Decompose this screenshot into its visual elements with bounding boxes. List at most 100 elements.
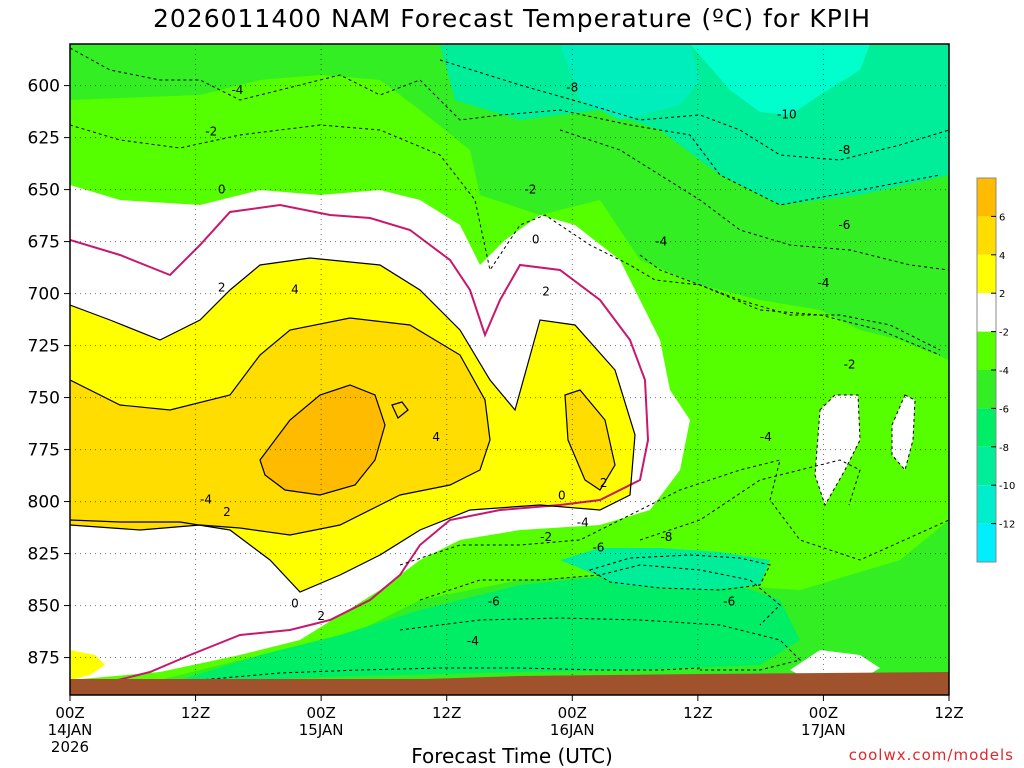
contour-label-4: -8: [838, 143, 850, 157]
contour-label-18: 0: [558, 488, 566, 502]
contour-label-29: -4: [467, 634, 479, 648]
contour-label-6: -2: [524, 183, 536, 197]
contour-label-8: 0: [532, 233, 540, 247]
contour-minus6-upper: [559, 129, 949, 271]
x-tick-label-3: 12Z: [432, 704, 461, 722]
colorbar-label-2: 2: [999, 289, 1005, 300]
contour-white-right-a: [814, 394, 861, 507]
colorbar-label-0: 6: [999, 212, 1005, 223]
colorbar-label-6: -8: [999, 443, 1009, 454]
contour-label-28: 2: [317, 609, 325, 623]
contour-label-27: -6: [723, 594, 735, 608]
colorbar-label-3: -2: [999, 328, 1009, 339]
contour-plus6-small: [391, 401, 409, 419]
y-tick-label-2: 650: [28, 181, 60, 201]
contour-white-right-b: [891, 394, 916, 472]
contour-label-23: -8: [660, 530, 672, 544]
x-tick-label-2: 00Z: [306, 704, 335, 722]
y-tick-label-10: 850: [28, 597, 60, 617]
x-axis-title: Forecast Time (UTC): [411, 744, 613, 768]
contour-minus4-mid: [639, 254, 941, 351]
colorbar-swatch-9: [977, 523, 996, 562]
colorbar-swatch-7: [977, 446, 996, 486]
x-tick-label-5: 12Z: [683, 704, 712, 722]
x-tick-label-4: 00Z: [558, 704, 587, 722]
y-tick-label-3: 675: [28, 233, 60, 253]
colorbar-swatch-1: [977, 216, 996, 255]
y-tick-label-0: 600: [28, 77, 60, 97]
y-tick-label-6: 750: [28, 389, 60, 409]
contour-label-2: -10: [777, 108, 797, 122]
colorbar-label-8: -12: [999, 520, 1015, 531]
colorbar-swatch-8: [977, 485, 996, 524]
contour-plus4: [70, 317, 491, 536]
contour-label-9: -4: [655, 235, 667, 249]
contour-label-15: 4: [432, 430, 440, 444]
contour-minus2-lower: [639, 459, 861, 541]
contour-zero-line: [70, 203, 650, 683]
x-tick-date-2: 15JAN: [299, 721, 344, 739]
contour-label-25: 0: [291, 596, 299, 610]
x-tick-date-0: 14JAN: [48, 721, 93, 739]
x-tick-year-0: 2026: [51, 738, 89, 756]
y-tick-label-11: 875: [28, 649, 60, 669]
contour-label-3: -2: [205, 124, 217, 138]
colorbar-swatch-2: [977, 254, 996, 294]
x-tick-label-7: 12Z: [934, 704, 963, 722]
contour-minus2: [70, 124, 941, 356]
contour-labels: -4 -8 -10 -2 -8 0 -2 -6 0 -4 2 4 2 -4 -2 4 -4 2 0 -4 2 -4 -2 -8…: [200, 81, 856, 648]
chart-title: 2026011400 NAM Forecast Temperature (ºC)…: [152, 4, 872, 33]
region-plus2-lowleft: [70, 650, 105, 680]
grid: [70, 44, 949, 695]
contour-plus2: [70, 257, 636, 593]
contour-minus4-lower-a: [399, 459, 949, 566]
colorbar-swatch-3: [977, 293, 996, 332]
contour-label-1: -8: [566, 81, 578, 95]
y-tick-label-4: 700: [28, 285, 60, 305]
colorbar-label-7: -10: [999, 481, 1015, 492]
contour-label-5: 0: [218, 183, 226, 197]
colorbar-label-5: -6: [999, 404, 1009, 415]
contour-label-17: 2: [600, 476, 608, 490]
contour-label-11: 4: [291, 282, 299, 296]
contour-label-26: -6: [488, 594, 500, 608]
colorbar-label-4: -4: [999, 366, 1009, 377]
region-minus10-top: [560, 44, 700, 120]
y-tick-label-8: 800: [28, 493, 60, 513]
contour-label-16: -4: [760, 430, 772, 444]
contour-label-21: -4: [577, 515, 589, 529]
contour-minus4-lower-b: [139, 667, 701, 689]
region-minus8-lower: [560, 548, 770, 590]
contour-label-12: 2: [542, 285, 550, 299]
contour-minus6-lower-b: [399, 617, 801, 671]
y-tick-label-7: 775: [28, 441, 60, 461]
colorbar-swatch-4: [977, 331, 996, 370]
region-cyan-top: [690, 44, 870, 115]
contour-label-20: 2: [223, 505, 231, 519]
contour-minus4-upper: [70, 47, 941, 206]
x-tick-label-1: 12Z: [181, 704, 210, 722]
credit-text: coolwx.com/models: [848, 746, 1014, 764]
plot-frame: [69, 43, 950, 696]
x-tick-label-6: 00Z: [809, 704, 838, 722]
y-tick-label-1: 625: [28, 129, 60, 149]
colorbar: 6 4 2 -2 -4 -6 -8 -10 -12: [976, 177, 1015, 563]
region-minus6-lower: [180, 572, 800, 683]
region-white-upper-right: [790, 395, 915, 680]
x-tick-label-0: 00Z: [55, 704, 84, 722]
y-tick-label-5: 725: [28, 337, 60, 357]
contour-label-19: -4: [200, 492, 212, 506]
contour-label-7: -6: [838, 218, 850, 232]
colorbar-swatch-6: [977, 408, 996, 447]
contour-label-24: -6: [592, 540, 604, 554]
contour-label-13: -4: [817, 276, 829, 290]
contour-minus8-lower-a: [588, 554, 771, 591]
x-tick-date-6: 17JAN: [801, 721, 846, 739]
contour-minus8-upper: [439, 59, 949, 161]
y-tick-label-9: 825: [28, 545, 60, 565]
colorbar-swatch-0: [977, 178, 996, 217]
contour-plus6: [259, 384, 386, 496]
contour-label-10: 2: [218, 280, 226, 294]
